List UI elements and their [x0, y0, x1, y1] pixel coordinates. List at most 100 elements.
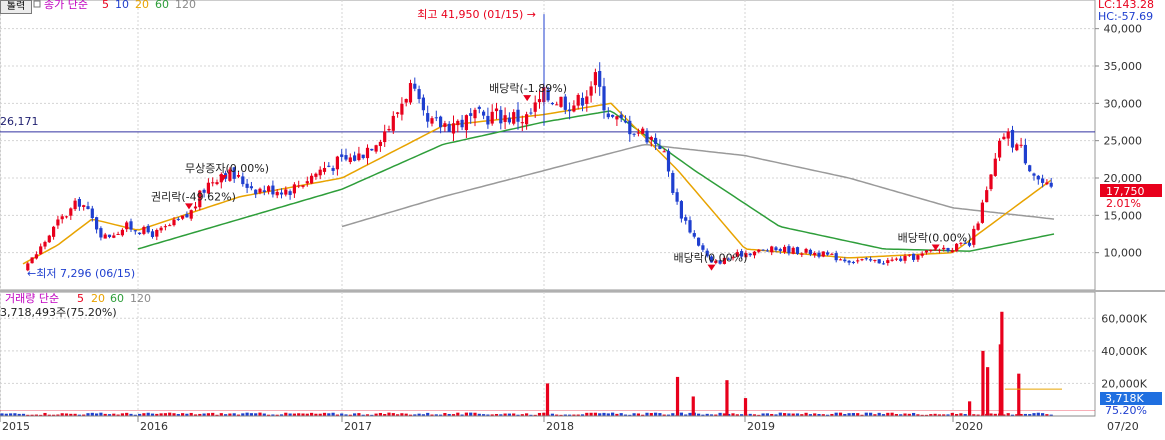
volume-bar: [916, 414, 920, 416]
candle-up: [155, 229, 159, 237]
volume-bar: [112, 413, 116, 416]
candle-down: [1028, 165, 1032, 172]
volume-bar: [503, 413, 507, 416]
candle-down: [434, 117, 438, 119]
candle-down: [486, 115, 490, 125]
candle-up: [589, 86, 593, 96]
reference-line-label: 26,171: [0, 115, 39, 128]
volume-spike: [675, 376, 680, 416]
volume-bar: [331, 412, 335, 416]
volume-bar: [460, 414, 464, 416]
volume-bar: [181, 413, 185, 416]
candle-up: [172, 219, 176, 226]
volume-axis-label: 60,000K: [1101, 312, 1147, 325]
candle-down: [90, 208, 94, 219]
volume-bar: [976, 414, 980, 416]
x-axis-label: 2017: [344, 420, 372, 433]
volume-bar: [258, 412, 262, 416]
candle-up: [228, 169, 232, 181]
volume-spike: [1017, 373, 1021, 416]
x-axis-label: 2020: [955, 420, 983, 433]
volume-bar: [1032, 413, 1036, 416]
volume-bar: [434, 414, 438, 416]
candle-up: [168, 225, 172, 227]
volume-bar: [580, 414, 585, 416]
legend-checkbox[interactable]: [33, 0, 41, 8]
volume-bar: [709, 414, 714, 416]
candle-up: [189, 210, 193, 219]
volume-bar: [30, 414, 34, 416]
volume-bar: [305, 413, 309, 416]
candle-up: [572, 105, 576, 112]
volume-bar: [297, 413, 301, 416]
candle-down: [568, 109, 572, 112]
candle-up: [520, 122, 524, 124]
candle-up: [322, 167, 327, 172]
volume-bar: [254, 413, 258, 416]
candle-up: [30, 257, 34, 264]
volume-bar: [421, 414, 425, 416]
candle-up: [365, 147, 370, 159]
volume-bar: [864, 412, 868, 416]
candle-up: [451, 123, 456, 134]
volume-bar: [542, 412, 546, 416]
volume-bar: [623, 414, 628, 416]
volume-bar: [249, 413, 253, 416]
volume-bar: [215, 414, 219, 416]
volume-bar: [236, 414, 241, 416]
volume-bar: [701, 414, 705, 416]
candle-up: [985, 190, 989, 203]
volume-bar: [641, 414, 645, 416]
volume-bar: [791, 413, 795, 416]
candle-down: [808, 249, 812, 255]
candle-up: [937, 249, 941, 251]
volume-bar: [482, 414, 486, 416]
candle-up: [357, 153, 361, 161]
volume-bar: [632, 413, 636, 416]
volume-bar: [559, 414, 563, 416]
candle-down: [709, 256, 714, 263]
print-button[interactable]: 톨력: [0, 0, 32, 14]
volume-bar: [671, 413, 675, 416]
candle-down: [602, 86, 606, 111]
volume-bar: [684, 414, 688, 416]
volume-bar: [778, 412, 782, 416]
candle-down: [598, 70, 602, 87]
candle-down: [279, 192, 284, 195]
candle-down: [912, 253, 916, 260]
candle-up: [813, 252, 817, 256]
candle-up: [649, 137, 653, 140]
candle-up: [383, 131, 387, 143]
moving-average-layer: [23, 103, 1055, 265]
candle-up: [1002, 136, 1006, 140]
legend-ma5: 5: [102, 0, 109, 11]
candle-down: [417, 89, 421, 100]
volume-bar: [731, 413, 735, 416]
candle-up: [976, 223, 980, 230]
volume-bar: [301, 413, 305, 416]
volume-bar: [193, 414, 198, 416]
volume-spike: [968, 401, 972, 416]
volume-bar: [430, 414, 434, 416]
candle-down: [361, 154, 365, 159]
volume-bar: [116, 414, 120, 416]
candle-up: [533, 102, 537, 112]
volume-bar: [525, 413, 529, 416]
volume-bar: [1006, 413, 1010, 416]
candle-up: [537, 99, 542, 103]
volume-bar: [735, 414, 739, 416]
volume-bar: [314, 413, 318, 416]
volume-bar: [800, 414, 804, 416]
candle-up: [163, 226, 167, 228]
x-axis-label: 2015: [2, 420, 30, 433]
volume-bar: [765, 413, 769, 416]
volume-bar: [56, 414, 60, 416]
volume-bar: [856, 413, 860, 416]
volume-bar: [649, 413, 653, 416]
candle-down: [482, 111, 486, 116]
candle-down: [869, 259, 873, 261]
volume-spike: [691, 396, 695, 416]
volume-bar: [645, 412, 649, 416]
